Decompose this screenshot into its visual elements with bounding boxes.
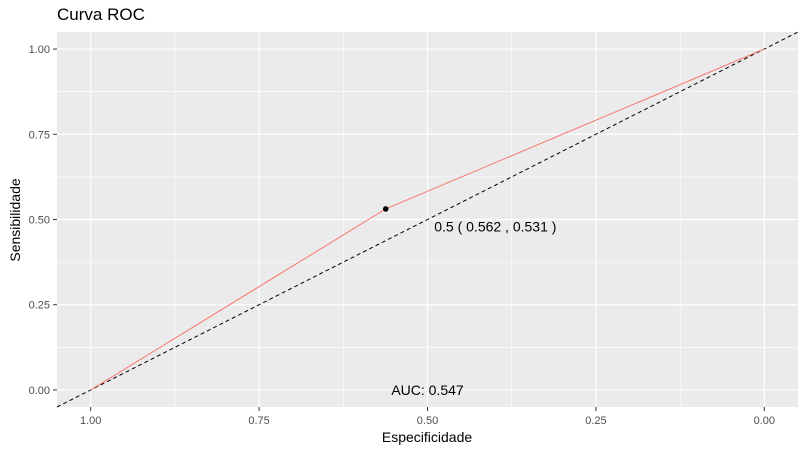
x-tick-label: 0.25 [585,415,606,427]
x-axis: 1.00 0.75 0.50 0.25 0.00 [80,407,775,427]
y-axis-label: Sensibilidade [7,178,23,261]
x-axis-label: Especificidade [382,429,472,445]
y-tick-label: 0.00 [29,385,50,397]
y-tick-label: 0.50 [29,215,50,227]
chart-title: Curva ROC [57,5,145,24]
annotation-layer: 0.5 ( 0.562 , 0.531 ) AUC: 0.547 [391,218,556,398]
auc-annotation: AUC: 0.547 [391,382,464,398]
x-tick-label: 0.50 [417,415,438,427]
reference-layer [56,31,799,408]
point-layer [382,206,389,212]
x-tick-label: 0.75 [248,415,269,427]
threshold-annotation: 0.5 ( 0.562 , 0.531 ) [434,218,556,234]
y-axis: 0.00 0.25 0.50 0.75 1.00 [29,44,57,397]
x-tick-label: 0.00 [754,415,775,427]
y-tick-label: 1.00 [29,44,50,56]
y-tick-label: 0.75 [29,129,50,141]
x-tick-label: 1.00 [80,415,101,427]
threshold-point [382,206,389,212]
reference-diagonal-line [56,31,799,408]
y-tick-label: 0.25 [29,300,50,312]
